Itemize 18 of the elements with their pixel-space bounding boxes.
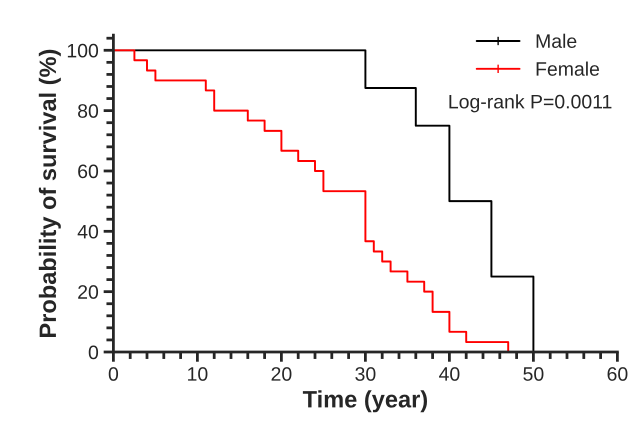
x-tick-label: 40 [439, 367, 460, 381]
x-axis-title: Time (year) [302, 390, 428, 412]
y-tick-label: 20 [78, 285, 98, 299]
y-tick-label: 80 [78, 104, 98, 118]
x-tick-label: 10 [188, 367, 208, 381]
y-tick-label: 60 [78, 164, 98, 178]
x-tick-label: 20 [272, 367, 292, 381]
y-tick-label: 100 [68, 44, 98, 58]
y-tick-label: 40 [78, 224, 98, 239]
legend-label: Female [536, 62, 600, 76]
legend-label: Male [536, 34, 576, 48]
x-tick-label: 0 [108, 367, 118, 381]
x-tick-label: 50 [523, 367, 544, 381]
annotation: Log-rank P=0.0011 [449, 94, 612, 112]
y-tick-label: 0 [88, 345, 98, 360]
x-tick-label: 30 [355, 367, 376, 381]
x-tick-label: 60 [608, 367, 628, 381]
y-axis-title: Probability of survival (%) [38, 50, 61, 337]
